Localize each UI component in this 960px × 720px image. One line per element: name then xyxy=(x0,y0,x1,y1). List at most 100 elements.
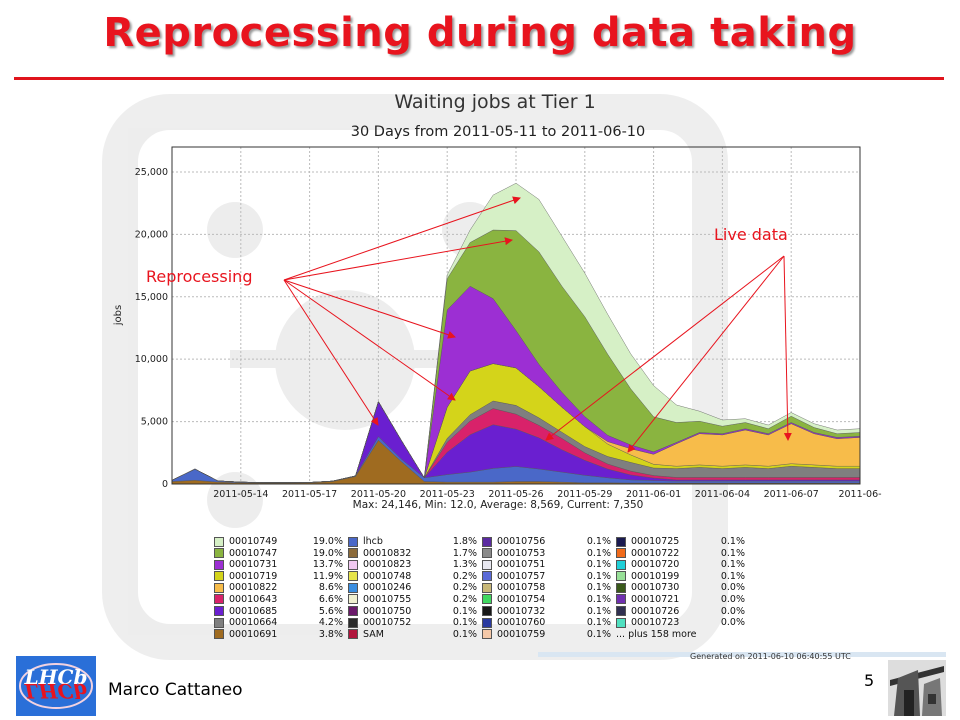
page-number: 5 xyxy=(864,671,875,690)
legend-swatch xyxy=(348,606,358,617)
legend-entry: 00010822 8.6% xyxy=(214,582,343,594)
legend-name: 00010719 xyxy=(229,570,278,582)
legend-name: 00010832 xyxy=(363,547,412,559)
legend-entry: SAM 0.1% xyxy=(348,629,477,641)
svg-text:LHCb: LHCb xyxy=(24,679,88,703)
chart-title-group: Waiting jobs at Tier 1 30 Days from 2011… xyxy=(351,91,646,140)
legend-name: 00010685 xyxy=(229,605,278,617)
legend-entry: 00010720 0.1% xyxy=(616,559,745,571)
legend-name: 00010725 xyxy=(631,536,680,547)
legend-entry: 00010246 0.2% xyxy=(348,582,477,594)
legend-name: 00010755 xyxy=(363,593,412,605)
legend-entry: 00010759 0.1% xyxy=(482,629,611,641)
live-data-arrow xyxy=(627,255,785,453)
chart-stats: Max: 24,146, Min: 12.0, Average: 8,569, … xyxy=(353,499,644,511)
legend-entry: 00010725 0.1% xyxy=(616,536,745,548)
x-tick-label: 2011-05-26 xyxy=(488,489,543,500)
legend-swatch xyxy=(348,594,358,605)
reprocessing-arrow xyxy=(283,279,456,401)
x-tick-label: 2011-06-07 xyxy=(764,489,819,500)
legend-percent: 0.1% xyxy=(586,582,611,594)
legend-percent: 0.2% xyxy=(452,570,477,582)
legend-percent: 0.1% xyxy=(452,628,477,640)
legend-name: lhcb xyxy=(363,536,383,547)
slide-title: Reprocessing during data taking xyxy=(103,10,857,56)
legend-entry: 00010754 0.1% xyxy=(482,594,611,606)
legend-percent: 3.8% xyxy=(318,628,343,640)
legend-entry: lhcb 1.8% xyxy=(348,536,477,548)
legend-swatch xyxy=(616,559,626,570)
legend-percent: 4.2% xyxy=(318,617,343,629)
legend-entry: 00010643 6.6% xyxy=(214,594,343,606)
legend-entry: 00010723 0.0% xyxy=(616,617,745,629)
x-tick-label: 2011-05-23 xyxy=(420,489,475,500)
reprocessing-arrow xyxy=(283,237,513,281)
legend-swatch xyxy=(482,629,492,640)
footer-author: Marco Cattaneo xyxy=(108,680,243,700)
legend-percent: 8.6% xyxy=(318,582,343,594)
legend-percent: 0.1% xyxy=(586,593,611,605)
legend-entry: 00010760 0.1% xyxy=(482,617,611,629)
legend-swatch xyxy=(348,559,358,570)
legend-percent: 0.1% xyxy=(586,617,611,629)
legend-percent: 0.1% xyxy=(720,570,745,582)
legend-name: 00010822 xyxy=(229,582,278,594)
legend-percent: 0.1% xyxy=(452,617,477,629)
legend-entry: 00010750 0.1% xyxy=(348,606,477,618)
legend-swatch xyxy=(214,559,224,570)
legend-percent: 6.6% xyxy=(318,593,343,605)
legend-entry: 00010753 0.1% xyxy=(482,548,611,560)
legend-swatch xyxy=(482,594,492,605)
x-tick-label: 2011-06-04 xyxy=(695,489,750,500)
legend-swatch xyxy=(616,594,626,605)
legend-swatch xyxy=(616,606,626,617)
legend-entry: 00010755 0.2% xyxy=(348,594,477,606)
legend-name: 00010747 xyxy=(229,547,278,559)
legend-percent: 1.8% xyxy=(452,536,477,547)
legend-name: SAM xyxy=(363,628,384,640)
legend-percent: 0.1% xyxy=(720,536,745,547)
legend-swatch xyxy=(348,571,358,582)
legend-name: 00010664 xyxy=(229,617,278,629)
legend-swatch xyxy=(348,582,358,593)
legend-name: 00010732 xyxy=(497,605,546,617)
legend-name: 00010722 xyxy=(631,547,680,559)
live-data-arrow xyxy=(783,255,792,441)
legend-entry: 00010757 0.1% xyxy=(482,571,611,583)
legend-name: 00010756 xyxy=(497,536,546,547)
legend-swatch xyxy=(482,571,492,582)
legend-swatch xyxy=(214,629,224,640)
legend-entry: 00010747 19.0% xyxy=(214,548,343,560)
legend-percent: 0.1% xyxy=(586,547,611,559)
legend-name: 00010758 xyxy=(497,582,546,594)
legend-swatch xyxy=(214,582,224,593)
legend-entry: 00010685 5.6% xyxy=(214,606,343,618)
legend-name: 00010730 xyxy=(631,582,680,594)
legend-entry: 00010726 0.0% xyxy=(616,606,745,618)
x-tick-label: 2011-05-17 xyxy=(282,489,337,500)
legend-swatch xyxy=(214,594,224,605)
legend-column: lhcb 1.8% 00010832 1.7% 00010823 1.3% 00010748… xyxy=(348,536,477,640)
legend-entry: 00010756 0.1% xyxy=(482,536,611,548)
legend-swatch xyxy=(616,582,626,593)
legend-swatch xyxy=(348,617,358,628)
legend-percent: 0.1% xyxy=(452,605,477,617)
legend-entry: 00010758 0.1% xyxy=(482,582,611,594)
legend-percent: 0.1% xyxy=(586,605,611,617)
y-tick-label: 15,000 xyxy=(135,292,168,303)
legend-column: 00010749 19.0% 00010747 19.0% 00010731 13.7% 0… xyxy=(214,536,343,640)
live-data-arrow xyxy=(545,255,785,441)
y-tick-label: 25,000 xyxy=(135,167,168,178)
legend-entry: 00010752 0.1% xyxy=(348,617,477,629)
legend-name: 00010723 xyxy=(631,617,680,629)
legend-percent: 0.1% xyxy=(586,570,611,582)
legend-percent: 0.0% xyxy=(720,582,745,594)
legend-name: 00010246 xyxy=(363,582,412,594)
legend-name: 00010720 xyxy=(631,559,680,571)
legend-percent: 0.2% xyxy=(452,582,477,594)
legend-percent: 1.3% xyxy=(452,559,477,571)
annotation-reprocessing: Reprocessing xyxy=(146,267,253,286)
lhcb-logo: LHCb LHCb xyxy=(16,656,96,716)
legend-entry: 00010691 3.8% xyxy=(214,629,343,641)
